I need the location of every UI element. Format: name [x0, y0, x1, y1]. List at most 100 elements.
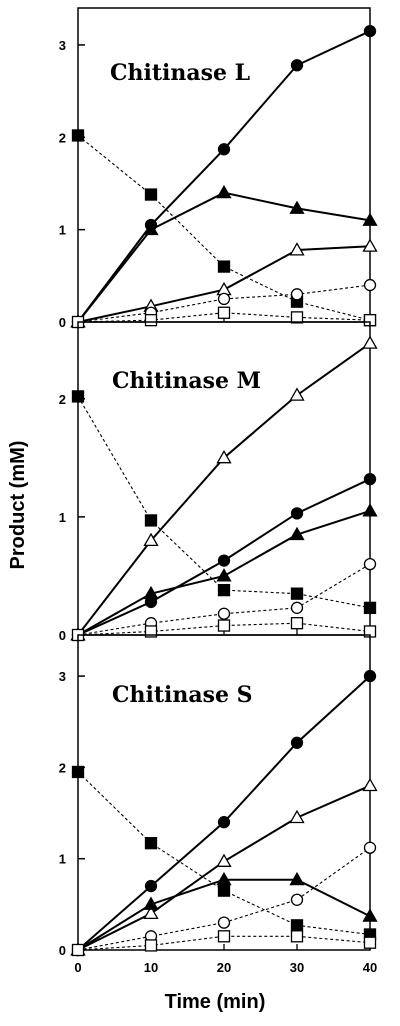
data-point-open-square — [290, 311, 304, 324]
data-point-filled-square — [144, 514, 158, 527]
panel-title: Chitinase M — [112, 368, 261, 394]
x-tick-label: 0 — [74, 960, 81, 975]
data-point-open-circle — [217, 292, 231, 306]
data-point-filled-triangle — [362, 503, 378, 517]
y-tick-label: 0 — [59, 315, 66, 330]
panel-title: Chitinase L — [110, 60, 250, 86]
series-line-filled-square — [77, 771, 371, 936]
data-point-filled-triangle — [216, 568, 232, 582]
series-line-open-square — [77, 935, 371, 951]
data-point-open-square — [217, 930, 231, 943]
data-point-open-circle — [290, 288, 304, 301]
data-point-filled-triangle — [362, 212, 378, 226]
data-point-filled-square — [290, 919, 304, 932]
data-point-open-triangle — [143, 905, 159, 920]
data-point-open-triangle — [362, 335, 378, 349]
data-point-open-circle — [290, 601, 304, 614]
series-line-filled-circle — [77, 675, 371, 951]
series-lines — [77, 675, 371, 951]
data-point-filled-triangle — [362, 908, 378, 922]
data-point-open-triangle — [143, 532, 159, 547]
y-axis-title: Product (mM) — [7, 441, 29, 570]
data-point-filled-circle — [217, 143, 231, 156]
x-axis: 0 10 20 30 40 — [74, 960, 377, 975]
data-point-filled-triangle — [143, 896, 159, 910]
data-point-open-square — [71, 943, 85, 957]
data-point-filled-circle — [290, 736, 304, 749]
data-point-filled-triangle — [143, 585, 159, 600]
panel-frame — [77, 7, 371, 323]
data-point-filled-square — [363, 601, 377, 614]
data-point-open-square — [217, 306, 231, 319]
x-tick-label: 10 — [144, 960, 158, 975]
data-point-open-circle — [290, 893, 304, 906]
data-point-open-circle — [217, 916, 231, 929]
panel-2: 0 1 2 3 Chitinase S — [59, 634, 378, 958]
data-point-filled-square — [290, 587, 304, 600]
data-point-open-square — [217, 619, 231, 632]
series-markers — [70, 669, 378, 957]
data-point-filled-circle — [363, 472, 377, 486]
data-point-open-circle — [363, 278, 377, 292]
y-tick-label: 2 — [59, 130, 66, 145]
y-tick-label: 2 — [59, 760, 66, 775]
panel-title: Chitinase S — [112, 682, 253, 708]
series-line-open-square — [77, 312, 371, 323]
data-point-filled-square — [71, 129, 85, 142]
y-tick-label: 1 — [59, 223, 66, 238]
y-tick-label: 2 — [59, 392, 66, 407]
y-tick-label: 3 — [59, 38, 66, 53]
data-point-filled-triangle — [289, 200, 305, 214]
data-point-open-triangle — [362, 238, 378, 252]
series-markers — [70, 24, 378, 329]
data-point-open-triangle — [289, 242, 305, 256]
series-line-filled-square — [77, 135, 371, 321]
data-point-filled-square — [217, 260, 231, 273]
data-point-filled-circle — [144, 879, 158, 893]
data-point-filled-triangle — [289, 871, 305, 886]
data-point-open-circle — [363, 557, 377, 571]
data-point-filled-square — [71, 765, 85, 779]
data-point-open-triangle — [289, 809, 305, 824]
data-point-filled-triangle — [216, 184, 232, 199]
data-point-open-triangle — [216, 450, 232, 464]
x-tick-label: 30 — [290, 960, 304, 975]
x-axis-title: Time (min) — [165, 991, 266, 1013]
data-point-open-square — [144, 939, 158, 952]
data-point-open-triangle — [216, 853, 232, 867]
data-point-filled-circle — [363, 24, 377, 38]
data-point-filled-circle — [290, 507, 304, 520]
data-point-open-square — [363, 936, 377, 949]
data-point-filled-square — [217, 884, 231, 897]
data-point-filled-circle — [290, 59, 304, 72]
y-tick-label: 1 — [59, 852, 66, 867]
data-point-filled-circle — [217, 554, 231, 567]
y-tick-label: 1 — [59, 510, 66, 525]
data-point-open-square — [144, 625, 158, 638]
data-point-filled-square — [144, 837, 158, 850]
data-point-open-square — [144, 314, 158, 327]
data-point-filled-triangle — [289, 526, 305, 541]
data-point-open-triangle — [362, 777, 378, 792]
x-tick-label: 20 — [217, 960, 231, 975]
data-point-open-square — [290, 930, 304, 943]
data-point-filled-square — [144, 188, 158, 201]
series-line-open-square — [77, 622, 371, 636]
series-markers — [70, 335, 378, 642]
data-point-filled-square — [217, 583, 231, 597]
data-point-open-square — [290, 617, 304, 630]
series-line-open-circle — [77, 563, 371, 636]
panel-1: 0 1 2 Chitinase M — [59, 321, 378, 643]
data-point-open-triangle — [289, 387, 305, 401]
panel-0: 0 1 2 3 Chitinase L — [59, 7, 378, 330]
y-tick-label: 0 — [59, 943, 66, 958]
x-tick-label: 40 — [363, 960, 377, 975]
data-point-open-circle — [217, 607, 231, 620]
y-tick-label: 0 — [59, 628, 66, 643]
data-point-filled-triangle — [143, 221, 159, 236]
y-tick-label: 3 — [59, 669, 66, 684]
data-point-filled-square — [71, 390, 85, 403]
data-point-open-circle — [363, 841, 377, 854]
data-point-filled-circle — [217, 816, 231, 829]
